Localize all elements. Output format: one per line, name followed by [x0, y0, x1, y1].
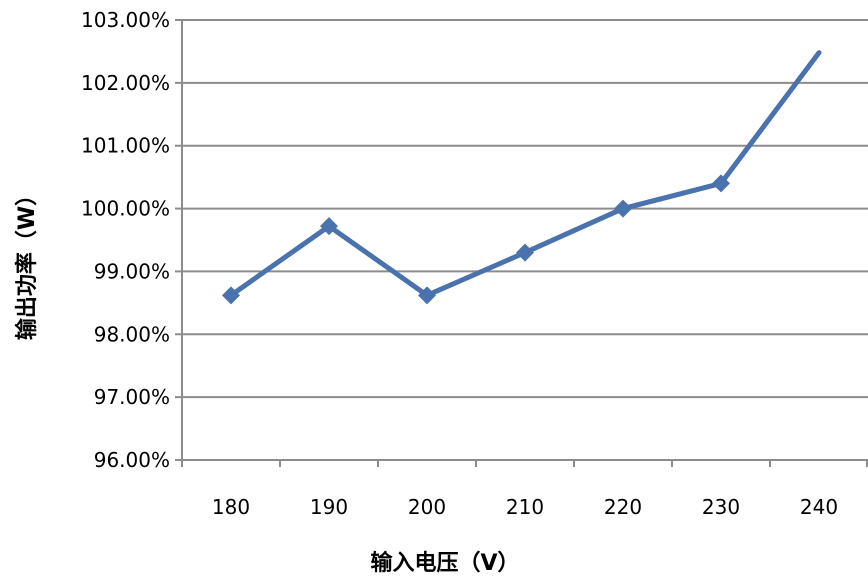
- x-tick-label: 210: [506, 495, 544, 519]
- x-axis-title: 输入电压（V）: [370, 550, 519, 576]
- y-tick-labels: 96.00% 97.00% 98.00% 99.00% 100.00% 101.00% 10…: [81, 8, 170, 472]
- y-tick-label: 103.00%: [81, 8, 170, 32]
- data-point-marker: [418, 286, 436, 305]
- x-tick-labels: 180 190 200 210 220 230 240: [212, 495, 838, 519]
- gridlines: [182, 19, 868, 461]
- y-tick-label: 102.00%: [81, 71, 170, 95]
- x-tick-label: 180: [212, 495, 250, 519]
- axes: [175, 19, 868, 467]
- data-point-marker: [516, 243, 534, 262]
- x-tick-label: 240: [800, 495, 838, 519]
- y-tick-label: 97.00%: [94, 385, 170, 409]
- y-tick-label: 101.00%: [81, 134, 170, 158]
- data-point-marker: [614, 199, 632, 218]
- x-tick-label: 200: [408, 495, 446, 519]
- data-point-marker: [712, 174, 730, 193]
- data-point-marker: [222, 286, 240, 305]
- data-point-marker: [320, 217, 338, 236]
- y-axis-title: 输出功率（W）: [14, 184, 40, 340]
- series-layer: [222, 50, 822, 305]
- x-tick-label: 220: [604, 495, 642, 519]
- y-tick-label: 96.00%: [94, 448, 170, 472]
- y-tick-label: 100.00%: [81, 197, 170, 221]
- y-tick-label: 98.00%: [94, 322, 170, 346]
- x-tick-label: 230: [702, 495, 740, 519]
- y-tick-label: 99.00%: [94, 259, 170, 283]
- x-tick-label: 190: [310, 495, 348, 519]
